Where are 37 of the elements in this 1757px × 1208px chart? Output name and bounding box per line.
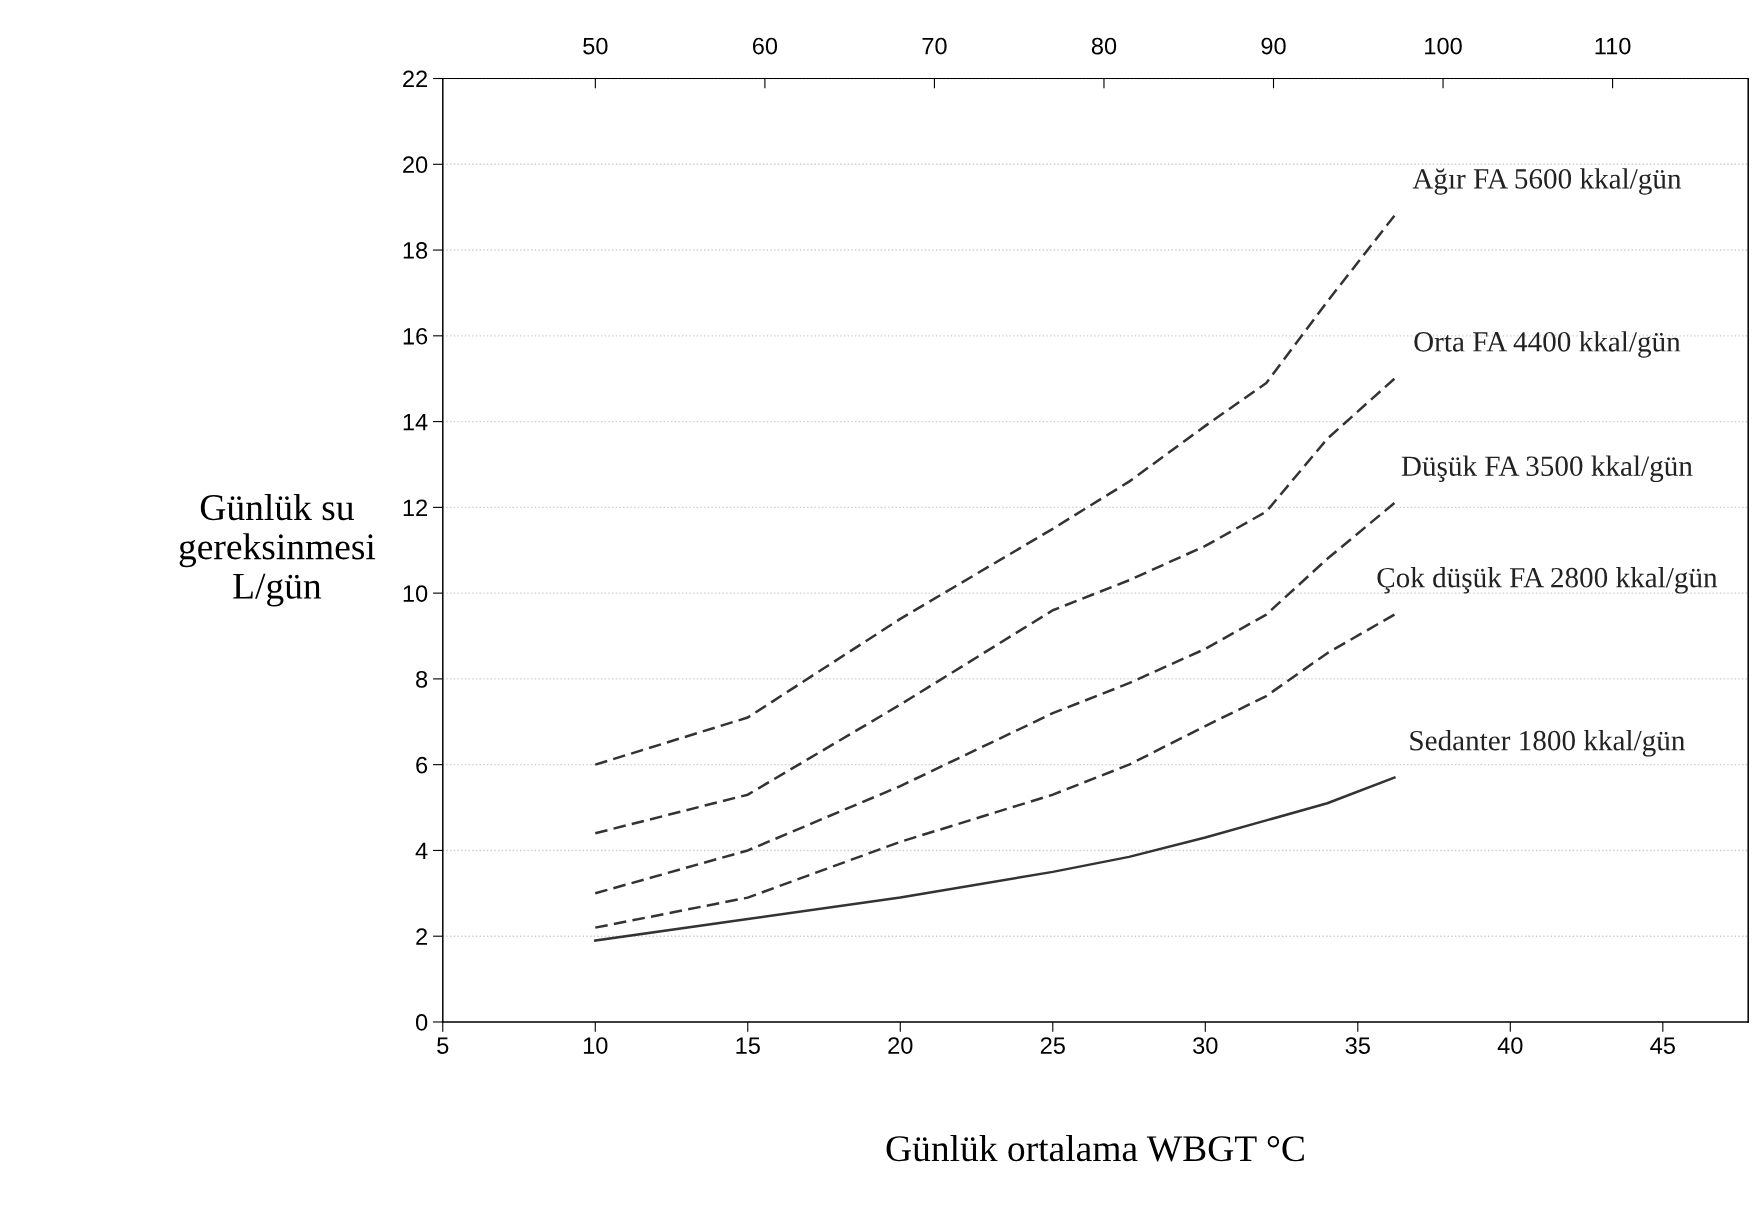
y-tick-label: 12	[403, 499, 427, 516]
x-tick-label: 20	[888, 1037, 913, 1054]
y-tick-label: 10	[403, 585, 428, 602]
x2-tick-label: 70	[922, 37, 947, 55]
y-axis-title: Günlük su gereksinmesi L/gün	[179, 493, 376, 607]
y-tick-label: 18	[403, 242, 428, 259]
y-tick-label: 20	[403, 156, 428, 174]
x2-tick-label: 90	[1261, 37, 1286, 55]
x-tick-label: 40	[1497, 1037, 1523, 1054]
y-tick-label: 4	[415, 842, 428, 859]
series-label: Çok düşük FA 2800 kkal/gün	[1377, 567, 1718, 594]
x2-tick-label: 110	[1595, 37, 1631, 55]
line-series	[594, 776, 1396, 942]
x-tick-label: 10	[583, 1037, 608, 1054]
y-tick-label: 0	[415, 1014, 428, 1031]
series-label: Düşük FA 3500 kkal/gün	[1401, 455, 1693, 483]
line-series	[594, 613, 1396, 929]
y-tick-label: 6	[416, 756, 428, 774]
x2-tick-label: 100	[1425, 37, 1462, 55]
x-tick-label: 15	[736, 1037, 760, 1054]
series-label: Orta FA 4400 kkal/gün	[1414, 331, 1681, 358]
y-tick-label: 16	[403, 327, 428, 345]
x-tick-label: 35	[1345, 1037, 1370, 1054]
series-label: Sedanter 1800 kkal/gün	[1410, 729, 1685, 757]
y-tick-label: 22	[403, 70, 427, 88]
x-tick-label: 45	[1650, 1037, 1675, 1054]
x2-tick-label: 50	[583, 37, 608, 55]
x-axis-title: Günlük ortalama WBGT °C	[886, 1134, 1304, 1162]
x-tick-label: 5	[437, 1037, 449, 1054]
series-label: Ağır FA 5600 kkal/gün	[1412, 168, 1682, 195]
x-tick-label: 25	[1040, 1037, 1065, 1054]
y-tick-label: 2	[416, 928, 427, 945]
x2-tick-label: 80	[1091, 37, 1117, 55]
x-tick-label: 30	[1193, 1037, 1218, 1054]
x2-tick-label: 60	[752, 37, 778, 55]
y-tick-label: 8	[416, 670, 428, 688]
y-tick-label: 14	[403, 413, 428, 431]
